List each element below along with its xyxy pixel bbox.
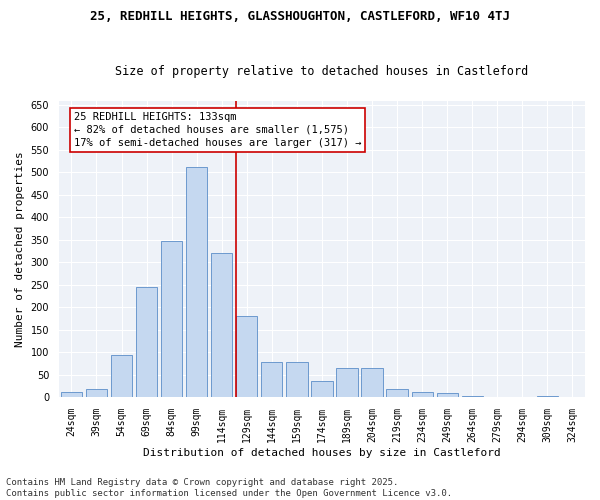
- Bar: [412, 392, 433, 397]
- Bar: [211, 253, 232, 397]
- Bar: [111, 355, 132, 397]
- Bar: [311, 382, 332, 397]
- Text: Contains HM Land Registry data © Crown copyright and database right 2025.
Contai: Contains HM Land Registry data © Crown c…: [6, 478, 452, 498]
- Bar: [261, 362, 283, 397]
- Text: 25, REDHILL HEIGHTS, GLASSHOUGHTON, CASTLEFORD, WF10 4TJ: 25, REDHILL HEIGHTS, GLASSHOUGHTON, CAST…: [90, 10, 510, 23]
- Bar: [386, 389, 408, 397]
- Text: 25 REDHILL HEIGHTS: 133sqm
← 82% of detached houses are smaller (1,575)
17% of s: 25 REDHILL HEIGHTS: 133sqm ← 82% of deta…: [74, 112, 361, 148]
- Bar: [537, 396, 558, 397]
- Bar: [136, 287, 157, 397]
- Bar: [461, 396, 483, 397]
- Bar: [286, 362, 308, 397]
- Bar: [186, 167, 208, 397]
- Bar: [437, 394, 458, 397]
- X-axis label: Distribution of detached houses by size in Castleford: Distribution of detached houses by size …: [143, 448, 501, 458]
- Bar: [361, 368, 383, 397]
- Bar: [337, 368, 358, 397]
- Title: Size of property relative to detached houses in Castleford: Size of property relative to detached ho…: [115, 66, 529, 78]
- Bar: [161, 240, 182, 397]
- Bar: [61, 392, 82, 397]
- Y-axis label: Number of detached properties: Number of detached properties: [15, 151, 25, 346]
- Bar: [86, 389, 107, 397]
- Bar: [236, 316, 257, 397]
